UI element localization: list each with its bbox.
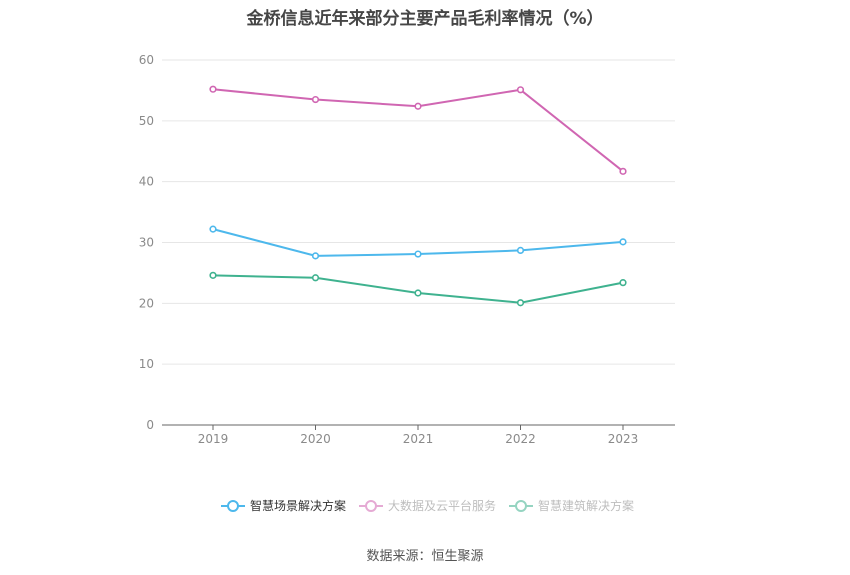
x-tick-label: 2021 [403, 432, 434, 446]
data-point [516, 246, 525, 255]
data-point [311, 274, 320, 282]
y-tick-label: 10 [139, 357, 154, 371]
series-lines [209, 85, 627, 307]
chart-title: 金桥信息近年来部分主要产品毛利率情况（%） [246, 9, 604, 29]
x-tick-label: 2023 [608, 432, 639, 446]
y-tick-label: 30 [139, 236, 154, 250]
data-point [209, 225, 217, 233]
legend-label: 大数据及云平台服务 [388, 498, 496, 513]
x-axis: 2019 2020 2021 2022 2023 [162, 424, 675, 446]
y-tick-label: 50 [139, 114, 154, 128]
y-axis: 0 10 20 30 40 50 60 [139, 53, 154, 432]
legend: 智慧场景解决方案 大数据及云平台服务 智慧建筑解决方案 [221, 498, 634, 513]
y-tick-label: 20 [139, 296, 154, 310]
legend-label: 智慧场景解决方案 [250, 498, 346, 513]
data-point [209, 85, 217, 93]
legend-marker [227, 500, 239, 512]
y-tick-label: 40 [139, 175, 154, 189]
x-tick-label: 2019 [198, 432, 229, 446]
data-point [209, 271, 217, 279]
legend-item-3: 智慧建筑解决方案 [509, 498, 634, 513]
series-3 [209, 271, 627, 307]
data-point [619, 238, 627, 246]
y-tick-label: 0 [146, 418, 154, 432]
legend-item-2: 大数据及云平台服务 [359, 498, 496, 513]
data-point [414, 102, 422, 110]
data-point [619, 279, 627, 287]
series-1 [209, 225, 627, 260]
y-tick-label: 60 [139, 53, 154, 67]
legend-item-1: 智慧场景解决方案 [221, 498, 346, 513]
x-tick-label: 2020 [300, 432, 331, 446]
data-source: 数据来源：恒生聚源 [366, 549, 484, 564]
data-point [516, 86, 525, 94]
x-tick-label: 2022 [505, 432, 536, 446]
gridlines [162, 59, 675, 365]
data-point [414, 250, 422, 258]
series-2 [209, 85, 627, 175]
data-point [414, 289, 422, 297]
legend-marker [515, 500, 527, 512]
legend-marker [365, 500, 377, 512]
series-line [212, 274, 624, 304]
data-point [311, 95, 320, 104]
data-point [619, 167, 627, 175]
legend-label: 智慧建筑解决方案 [538, 498, 634, 513]
data-point [516, 299, 525, 307]
series-line [212, 88, 624, 173]
data-point [311, 252, 320, 260]
